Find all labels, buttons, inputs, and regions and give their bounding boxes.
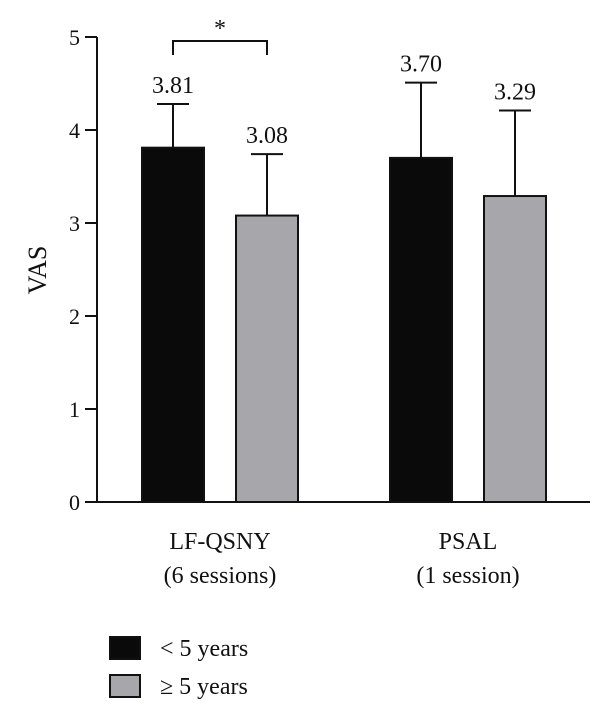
significance-line <box>172 40 268 55</box>
bar <box>141 146 205 503</box>
y-tick-label: 4 <box>69 118 80 143</box>
significance-bracket: * <box>172 16 268 55</box>
legend-label: < 5 years <box>160 636 248 662</box>
bar <box>389 156 453 503</box>
bar <box>483 195 547 503</box>
legend-swatch <box>109 636 141 660</box>
category-label: (6 sessions) <box>164 563 277 589</box>
y-tick-label: 0 <box>69 490 80 515</box>
category-label: LF-QSNY <box>169 529 270 555</box>
error-bars <box>157 81 531 216</box>
y-tick-label: 5 <box>69 25 80 50</box>
legend-swatch <box>109 674 141 698</box>
category-label: (1 session) <box>416 563 519 589</box>
category-label: PSAL <box>439 529 498 555</box>
bar <box>235 214 299 503</box>
data-label: 3.81 <box>152 73 194 99</box>
data-label: 3.29 <box>494 79 536 105</box>
legend-label: ≥ 5 years <box>160 674 248 700</box>
bars <box>141 146 547 503</box>
data-label: 3.70 <box>400 52 442 78</box>
y-tick-label: 1 <box>69 397 80 422</box>
legend: < 5 years ≥ 5 years <box>109 636 248 700</box>
y-axis: 0 1 2 3 4 5 <box>69 25 98 515</box>
data-label: 3.08 <box>246 123 288 149</box>
y-tick-label: 2 <box>69 304 80 329</box>
y-tick-label: 3 <box>69 211 80 236</box>
category-labels: LF-QSNY (6 sessions) PSAL (1 session) <box>164 529 520 589</box>
data-labels: 3.81 3.70 3.08 3.29 <box>152 52 536 150</box>
significance-label: * <box>214 16 226 42</box>
y-axis-label: VAS <box>23 246 52 295</box>
